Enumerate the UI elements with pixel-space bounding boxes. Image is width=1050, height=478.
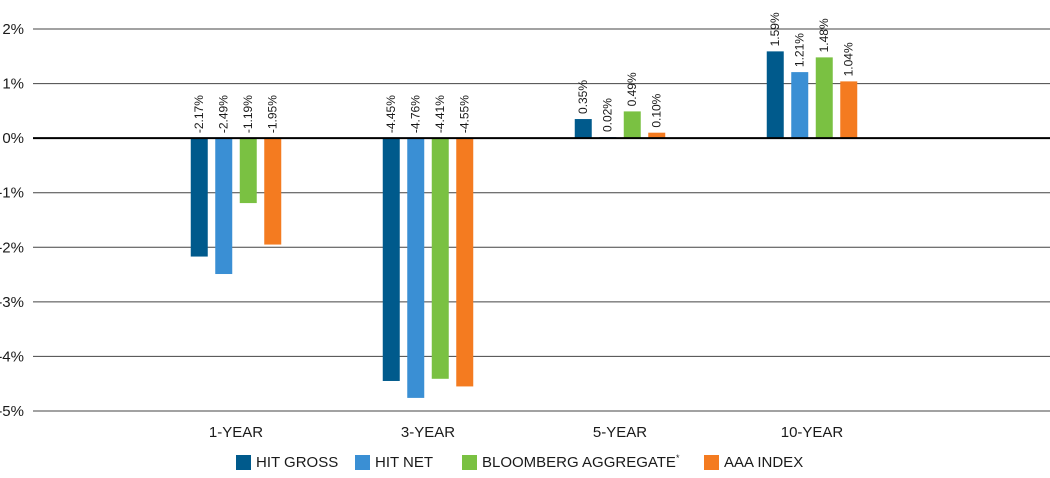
- y-tick-label: -4%: [0, 348, 24, 365]
- category-label: 10-YEAR: [781, 424, 844, 441]
- bar-bloomberg-aggregate-5-year: [623, 111, 641, 139]
- bars: [190, 51, 858, 398]
- bar-hit-gross-5-year: [574, 119, 592, 139]
- legend-name: HIT NET: [375, 454, 433, 471]
- bar-hit-gross-1-year: [190, 138, 208, 257]
- data-label: -4.76%: [409, 95, 423, 133]
- bar-hit-net-1-year: [215, 138, 233, 275]
- category-label: 1-YEAR: [209, 424, 263, 441]
- y-tick-label: -1%: [0, 185, 24, 202]
- bar-hit-net-3-year: [407, 138, 425, 398]
- legend-item: BLOOMBERG AGGREGATE*: [462, 453, 680, 471]
- data-labels: -2.17% -4.45% 0.35% 1.59% -2.49% -4.76% 0.02% 1…: [192, 12, 856, 133]
- data-label: 0.02%: [601, 98, 615, 132]
- data-label: 1.04%: [842, 42, 856, 76]
- y-tick-label: 2%: [2, 21, 24, 38]
- data-label: -1.95%: [266, 95, 280, 133]
- legend-swatch: [236, 455, 251, 470]
- legend-name: HIT GROSS: [256, 454, 338, 471]
- data-label: -4.45%: [384, 95, 398, 133]
- data-label: 0.10%: [650, 93, 664, 127]
- bar-aaa-index-5-year: [648, 132, 666, 139]
- legend-item: HIT GROSS: [236, 454, 338, 471]
- data-label: -1.19%: [241, 95, 255, 133]
- y-tick-label: -2%: [0, 239, 24, 256]
- legend-label: HIT GROSS: [256, 454, 338, 471]
- gridlines: [33, 28, 1050, 412]
- y-axis-ticks: 2% 1% 0% -1% -2% -3% -4% -5%: [0, 21, 24, 420]
- data-label: -2.17%: [192, 95, 206, 133]
- legend-label: AAA INDEX: [724, 454, 803, 471]
- category-label: 5-YEAR: [593, 424, 647, 441]
- legend-swatch: [704, 455, 719, 470]
- bar-bloomberg-aggregate-10-year: [815, 57, 833, 139]
- bar-aaa-index-3-year: [456, 138, 474, 387]
- bar-aaa-index-10-year: [840, 81, 858, 139]
- x-axis-categories: 1-YEAR 3-YEAR 5-YEAR 10-YEAR: [209, 424, 844, 441]
- data-label: -4.55%: [458, 95, 472, 133]
- category-label: 3-YEAR: [401, 424, 455, 441]
- legend-item: AAA INDEX: [704, 454, 803, 471]
- data-label: 1.21%: [793, 33, 807, 67]
- legend-name: BLOOMBERG AGGREGATE: [482, 454, 676, 471]
- bar-hit-net-10-year: [791, 72, 809, 139]
- bar-bloomberg-aggregate-1-year: [239, 138, 257, 204]
- bar-bloomberg-aggregate-3-year: [431, 138, 449, 379]
- data-label: 1.59%: [768, 12, 782, 46]
- legend: HIT GROSS HIT NET BLOOMBERG AGGREGATE* AAA …: [236, 453, 803, 471]
- legend-label: BLOOMBERG AGGREGATE*: [482, 453, 680, 471]
- data-label: -2.49%: [217, 95, 231, 133]
- legend-superscript: *: [676, 453, 680, 463]
- y-tick-label: -5%: [0, 403, 24, 420]
- y-tick-label: 1%: [2, 76, 24, 93]
- data-label: 1.48%: [817, 18, 831, 52]
- data-label: 0.35%: [576, 80, 590, 114]
- data-label: 0.49%: [625, 72, 639, 106]
- bar-hit-gross-10-year: [766, 51, 784, 139]
- legend-label: HIT NET: [375, 454, 433, 471]
- legend-swatch: [355, 455, 370, 470]
- legend-swatch: [462, 455, 477, 470]
- bar-hit-gross-3-year: [382, 138, 400, 381]
- legend-item: HIT NET: [355, 454, 433, 471]
- bar-aaa-index-1-year: [264, 138, 282, 245]
- y-tick-label: 0%: [2, 130, 24, 147]
- legend-name: AAA INDEX: [724, 454, 803, 471]
- y-tick-label: -3%: [0, 294, 24, 311]
- data-label: -4.41%: [433, 95, 447, 133]
